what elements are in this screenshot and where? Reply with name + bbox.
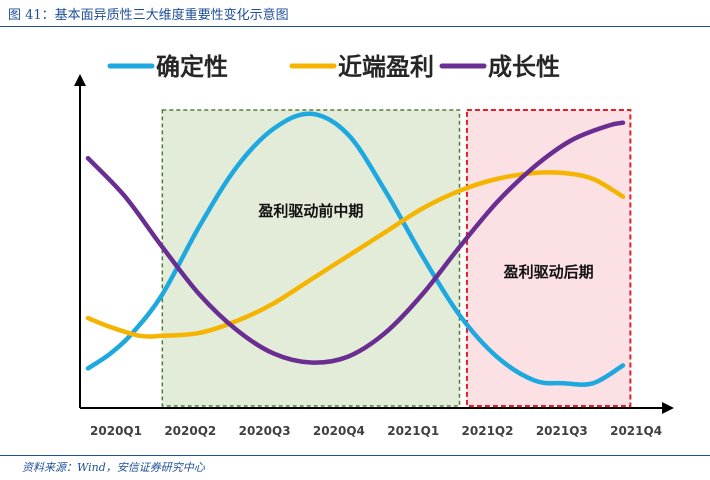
legend-label: 成长性 [488,53,560,81]
source-divider [0,455,710,456]
region-label: 盈利驱动后期 [503,263,594,281]
series-line [85,120,626,365]
series-layer [85,111,626,387]
y-axis-arrow [74,74,86,86]
legend: 确定性 近端盈利 成长性 [107,53,560,81]
x-axis-arrow [662,402,674,414]
title-divider [0,26,710,27]
x-tick-label: 2021Q4 [610,424,662,438]
region-box [161,109,461,407]
legend-label: 确定性 [156,53,228,81]
axes [74,74,674,414]
x-tick-label: 2020Q3 [239,424,291,438]
legend-label: 近端盈利 [338,53,434,81]
figure-title: 图 41：基本面异质性三大维度重要性变化示意图 [8,8,289,23]
series-line [85,170,626,339]
x-tick-label: 2021Q3 [536,424,588,438]
x-tick-label: 2021Q1 [387,424,439,438]
series-line [85,111,626,387]
x-tick-label: 2020Q1 [90,424,142,438]
region-label: 盈利驱动前中期 [257,202,363,220]
x-axis-ticks: 2020Q1 2020Q2 2020Q3 2020Q4 2021Q1 2021Q2 2021… [90,424,662,438]
x-tick-label: 2021Q2 [462,424,514,438]
x-tick-label: 2020Q4 [313,424,365,438]
x-tick-label: 2020Q2 [164,424,216,438]
figure-source: 资料来源：Wind，安信证券研究中心 [22,461,205,474]
